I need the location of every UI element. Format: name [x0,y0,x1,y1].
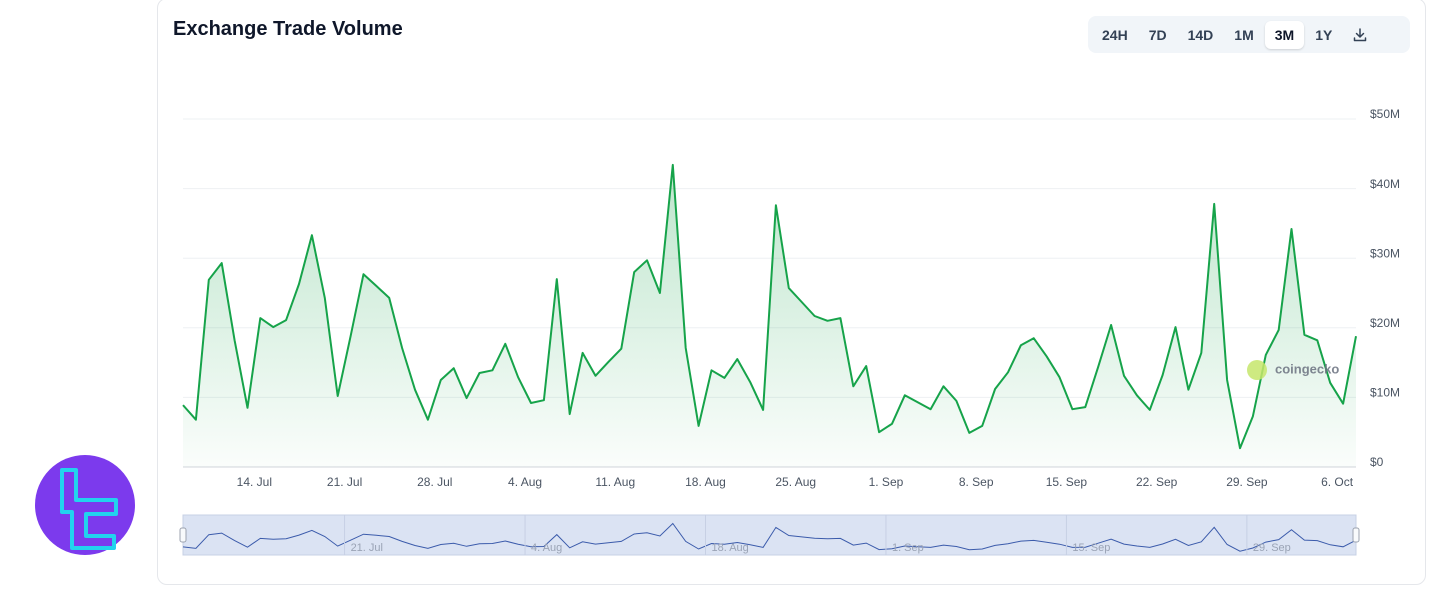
x-tick-label: 28. Jul [417,475,452,489]
range-button[interactable]: 1Y [1305,21,1342,49]
navigator-line [182,522,1357,552]
x-tick-label: 21. Jul [327,475,362,489]
range-selector: 24H 7D 14D 1M 3M 1Y [1088,16,1410,53]
x-tick-label: 8. Sep [959,475,994,489]
x-tick-label: 29. Sep [1226,475,1268,489]
y-tick-label: $0 [1370,455,1384,469]
x-tick-label: 25. Aug [775,475,816,489]
y-tick-label: $20M [1370,316,1400,330]
download-button[interactable] [1343,21,1377,49]
y-tick-label: $10M [1370,386,1400,400]
download-icon [1354,27,1367,41]
navigator-label: 29. Sep [1253,542,1291,554]
y-tick-label: $40M [1370,177,1400,191]
navigator-label: 15. Sep [1072,542,1110,554]
range-button[interactable]: 1M [1224,21,1263,49]
watermark-logo [1247,360,1267,380]
watermark: coingecko [1247,360,1339,380]
range-button[interactable]: 14D [1178,21,1224,49]
x-tick-label: 22. Sep [1136,475,1178,489]
logo [35,455,135,555]
x-tick-label: 6. Oct [1321,475,1354,489]
y-tick-label: $50M [1370,107,1400,121]
x-tick-label: 1. Sep [869,475,904,489]
x-tick-label: 15. Sep [1046,475,1088,489]
x-tick-label: 18. Aug [685,475,726,489]
chart-title: Exchange Trade Volume [173,18,403,40]
line [182,163,1357,450]
navigator-label: 4. Aug [531,542,562,554]
x-tick-label: 14. Jul [237,475,272,489]
navigator-handle [179,527,187,543]
range-button[interactable]: 3M [1264,20,1305,49]
navigator-label: 1. Sep [892,542,924,554]
range-button[interactable]: 24H [1092,21,1138,49]
x-tick-label: 11. Aug [595,475,635,489]
navigator-handle [1352,527,1360,543]
y-tick-label: $30M [1370,246,1400,260]
navigator-label: 18. Aug [711,542,748,554]
range-button[interactable]: 7D [1139,21,1177,49]
navigator-label: 21. Jul [351,542,383,554]
x-tick-label: 4. Aug [508,475,542,489]
watermark-text: coingecko [1275,361,1339,376]
